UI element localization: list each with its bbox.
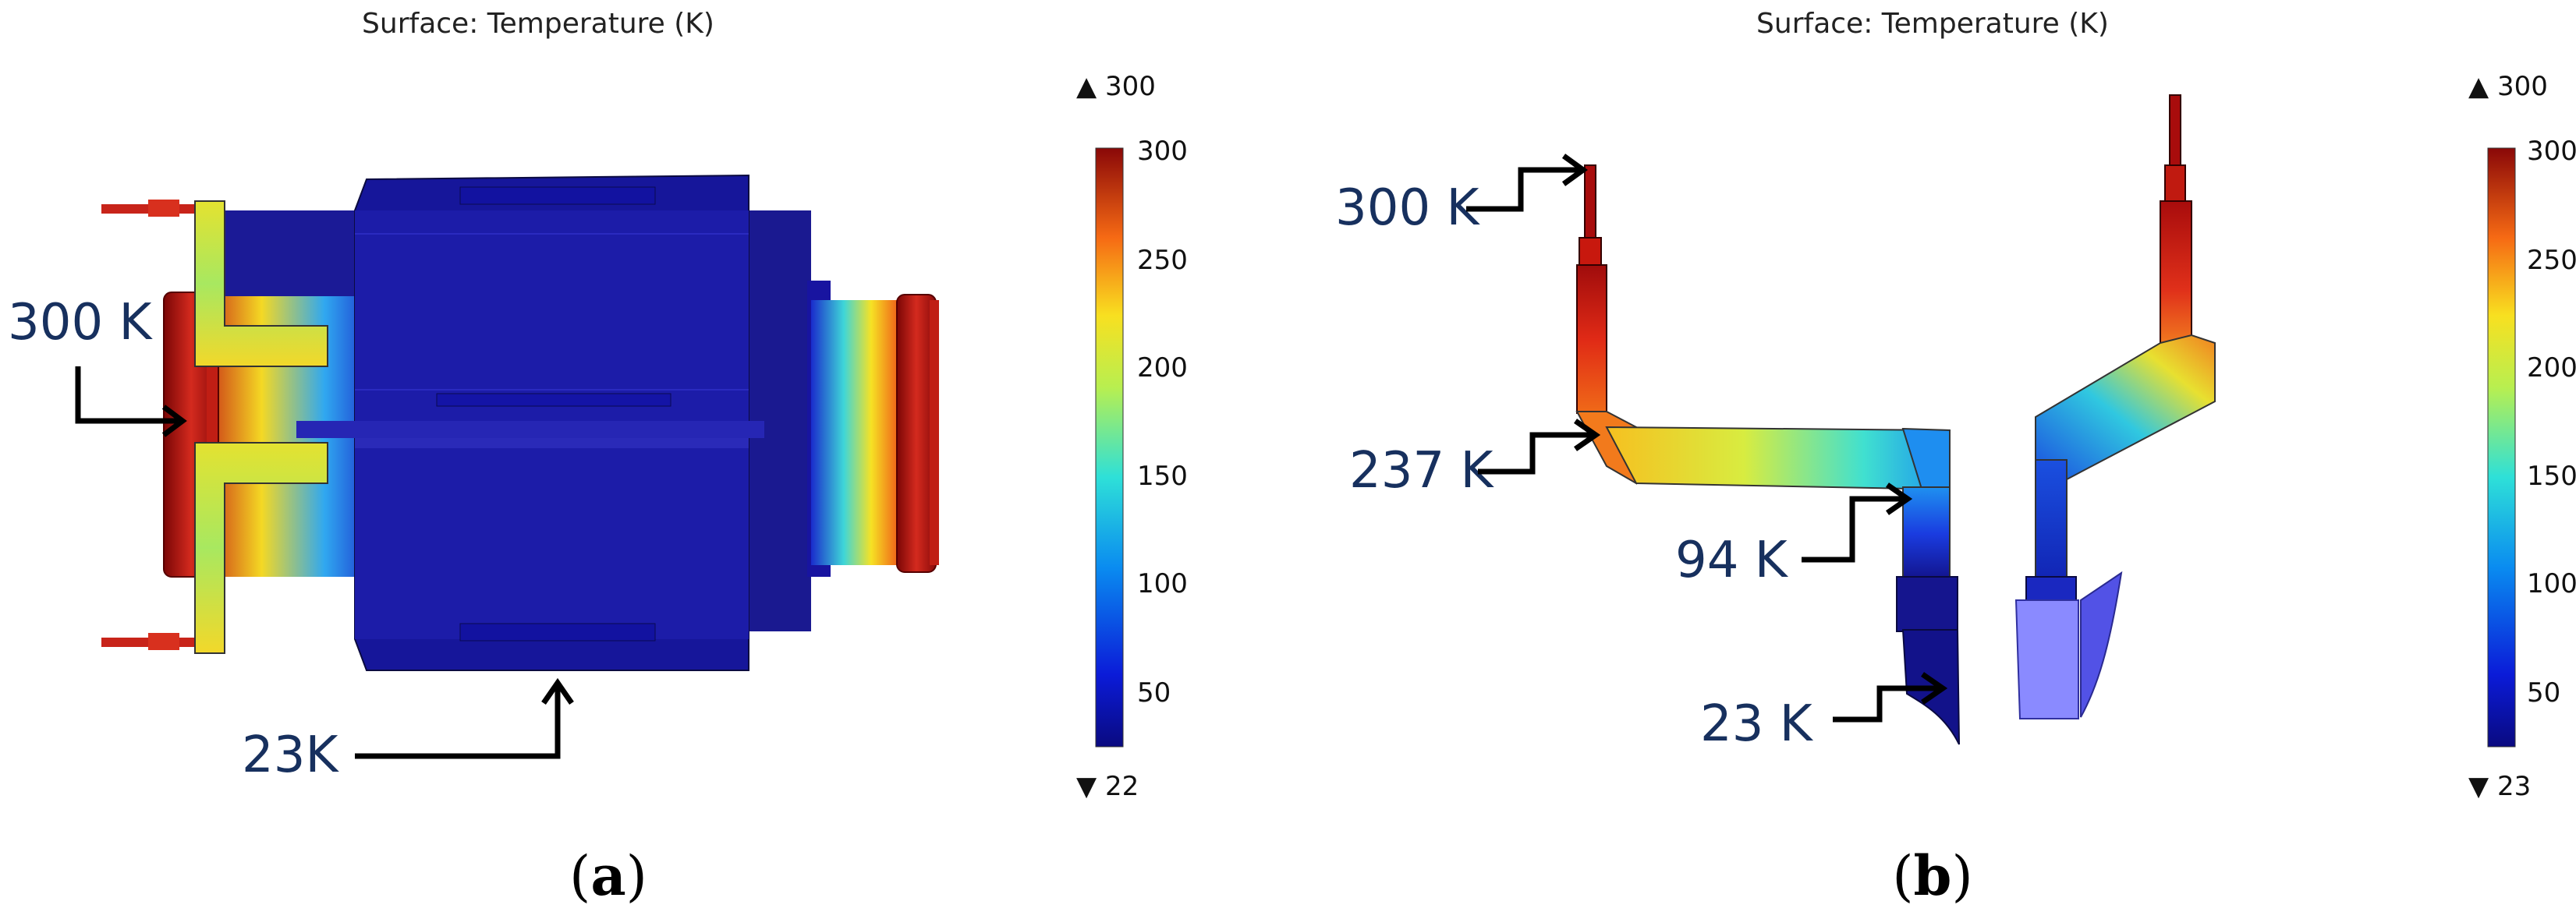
lead-b1-bar <box>1605 426 1951 491</box>
annotation-b-237k: 237 K <box>1349 442 1495 500</box>
panel-b-colorbar: ▲ 300 300 250 200 150 100 50 ▼ 23 <box>2468 71 2576 802</box>
coil-stripe-top <box>459 186 656 205</box>
colorbar-b-tick: 300 <box>2527 136 2576 167</box>
lead-top-tab <box>148 200 179 217</box>
lead-bottom-tab <box>148 633 179 650</box>
colorbar-a-max: ▲ 300 <box>1076 71 1156 102</box>
lead-top-bus <box>194 200 328 367</box>
lead-b2-diagonal <box>2035 334 2216 481</box>
lead-b2-blade <box>2080 571 2123 718</box>
annotation-b-94k: 94 K <box>1675 532 1789 589</box>
colorbar-b-min: ▼ 23 <box>2468 771 2531 802</box>
lead-b2-tip <box>2169 94 2181 170</box>
panel-a-title: Surface: Temperature (K) <box>362 8 714 40</box>
arrow-a-300k <box>75 366 187 437</box>
lead-b2-upper <box>2164 164 2186 205</box>
colorbar-b-tick: 50 <box>2527 677 2560 709</box>
panel-a-label: (a) <box>569 843 647 908</box>
lead-b2-block <box>2014 599 2079 719</box>
right-flange-face <box>930 300 939 565</box>
colorbar-a-gradient <box>1095 147 1124 748</box>
arrow-b-300k <box>1466 154 1588 212</box>
annotation-a-300k: 300 K <box>8 294 154 352</box>
arrow-b-23k <box>1833 672 1948 723</box>
coil-stripe-mid <box>436 393 671 407</box>
panel-b-label: (b) <box>1892 843 1973 908</box>
lead-b1-tip <box>1584 164 1596 240</box>
panel-b: Surface: Temperature (K) ▲ 300 <box>1335 8 2576 908</box>
colorbar-a-tick: 200 <box>1137 352 1188 384</box>
colorbar-b-tick: 250 <box>2527 245 2576 276</box>
colorbar-b-gradient <box>2487 147 2516 748</box>
colorbar-a-tick: 100 <box>1137 568 1188 599</box>
lead-bottom-bus <box>194 442 328 654</box>
colorbar-b-tick: 150 <box>2527 461 2576 492</box>
colorbar-a-tick: 300 <box>1137 136 1188 167</box>
colorbar-b-tick: 200 <box>2527 352 2576 384</box>
lead-b1-shaft <box>1576 264 1607 414</box>
panel-a: Surface: Temperature (K) <box>8 8 1188 908</box>
coil-stripe-bottom <box>459 623 656 642</box>
arrow-a-23k <box>355 677 574 759</box>
colorbar-b-tick: 100 <box>2527 568 2576 599</box>
lead-b1-clamp <box>1896 576 1958 632</box>
colorbar-a-tick: 50 <box>1137 677 1171 709</box>
panel-b-title: Surface: Temperature (K) <box>1756 8 2109 40</box>
lead-b2-shaft <box>2160 200 2192 350</box>
panel-a-colorbar: ▲ 300 300 250 200 150 100 50 ▼ 22 <box>1076 71 1188 802</box>
annotation-b-300k: 300 K <box>1335 179 1481 237</box>
annotation-b-23k: 23 K <box>1700 695 1814 753</box>
annotation-a-23k: 23K <box>242 726 339 784</box>
colorbar-a-tick: 150 <box>1137 461 1188 492</box>
panel-a-model <box>101 174 939 671</box>
arrow-b-94k <box>1802 482 1913 563</box>
panel-b-model <box>1575 94 2216 745</box>
colorbar-b-max: ▲ 300 <box>2468 71 2548 102</box>
center-shaft <box>296 421 764 438</box>
colorbar-a-tick: 250 <box>1137 245 1188 276</box>
arrow-b-237k <box>1478 419 1601 475</box>
lead-b2-down <box>2035 459 2068 593</box>
lead-b1-down <box>1902 486 1951 581</box>
colorbar-a-min: ▼ 22 <box>1076 771 1139 802</box>
